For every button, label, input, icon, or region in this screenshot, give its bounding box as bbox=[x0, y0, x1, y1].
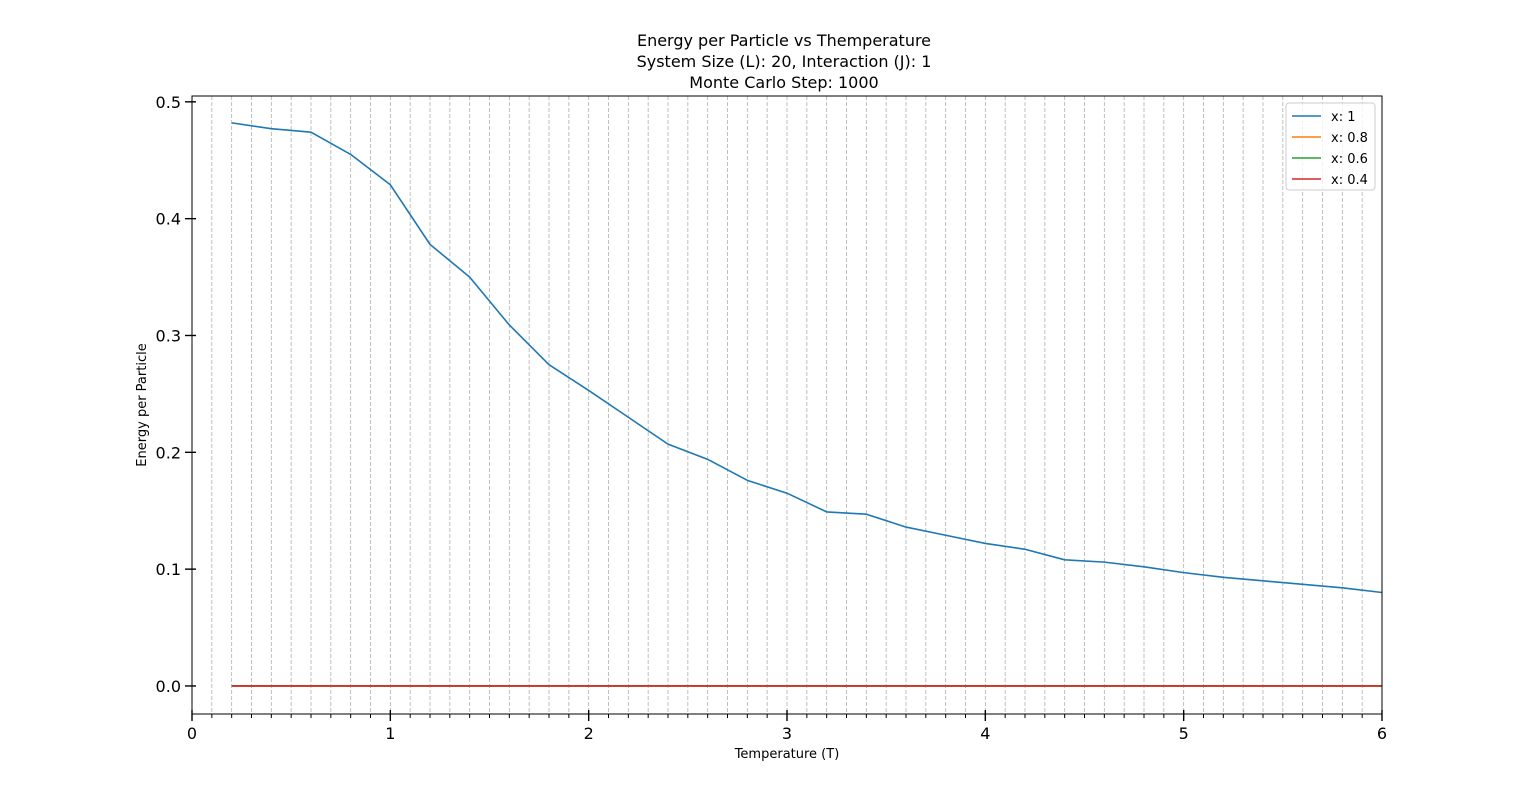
x-tick-label: 4 bbox=[980, 724, 990, 743]
legend-label: x: 0.4 bbox=[1331, 173, 1368, 188]
y-tick-label: 0.4 bbox=[156, 210, 181, 229]
y-tick-label: 0.1 bbox=[156, 560, 181, 579]
y-tick-label: 0.5 bbox=[156, 93, 181, 112]
y-axis: 0.0 0.1 0.2 0.3 0.4 0.5 bbox=[156, 93, 196, 696]
chart-title-line-2: System Size (L): 20, Interaction (J): 1 bbox=[637, 52, 932, 71]
x-axis-label: Temperature (T) bbox=[734, 747, 840, 762]
x-axis: 0 1 2 3 4 5 6 bbox=[187, 710, 1387, 743]
grid-lines bbox=[211, 96, 1363, 714]
series-line bbox=[231, 122, 1383, 594]
x-tick-label: 1 bbox=[385, 724, 395, 743]
legend-label: x: 0.6 bbox=[1331, 152, 1368, 167]
legend-label: x: 1 bbox=[1331, 110, 1355, 125]
chart-title-line-3: Monte Carlo Step: 1000 bbox=[689, 73, 878, 92]
legend-frame bbox=[1285, 102, 1376, 191]
x-tick-label: 6 bbox=[1377, 724, 1387, 743]
x-tick-label: 2 bbox=[584, 724, 594, 743]
legend-label: x: 0.8 bbox=[1331, 131, 1368, 146]
y-tick-label: 0.0 bbox=[156, 677, 181, 696]
y-axis-label: Energy per Particle bbox=[135, 343, 150, 466]
legend: x: 1 x: 0.8 x: 0.6 x: 0.4 bbox=[1285, 102, 1376, 191]
y-tick-label: 0.2 bbox=[156, 443, 181, 462]
chart-title-line-1: Energy per Particle vs Themperature bbox=[637, 31, 931, 50]
x-tick-label: 0 bbox=[187, 724, 197, 743]
y-tick-label: 0.3 bbox=[156, 326, 181, 345]
series-lines bbox=[231, 122, 1383, 687]
x-tick-label: 3 bbox=[782, 724, 792, 743]
x-tick-label: 5 bbox=[1179, 724, 1189, 743]
